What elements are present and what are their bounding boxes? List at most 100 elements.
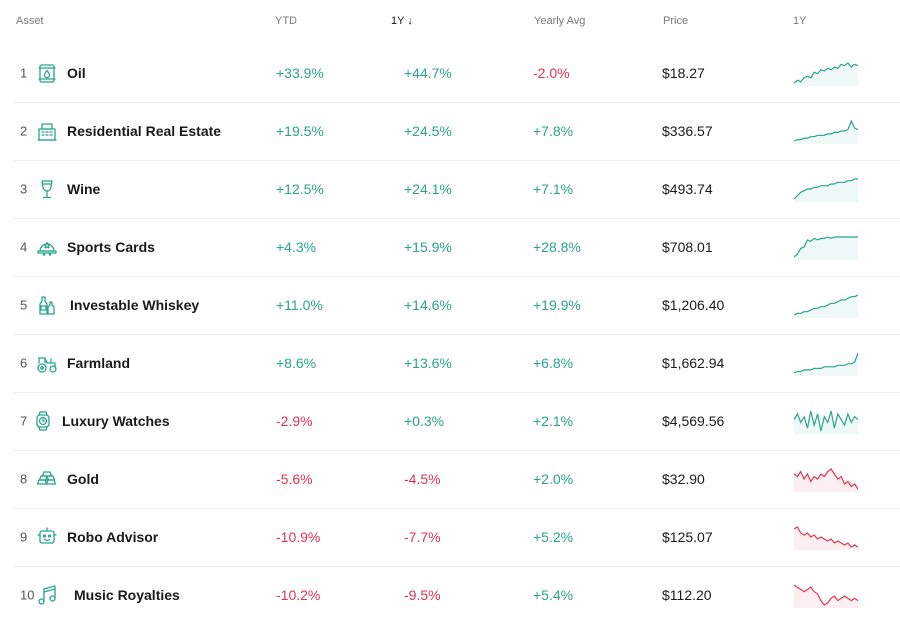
yearly-avg-change: +7.1% — [533, 181, 574, 197]
sparkline-line — [794, 468, 858, 490]
building-icon — [36, 120, 58, 142]
rank-number: 4 — [20, 239, 28, 255]
sparkline-1y — [794, 524, 858, 550]
yearly-avg-change: +5.2% — [533, 529, 574, 545]
one-year-change: +13.6% — [404, 355, 452, 371]
sparkline-1y — [794, 350, 858, 376]
sparkline-1y — [794, 466, 858, 492]
rank-number: 7 — [20, 413, 28, 429]
yearly-avg-change: +6.8% — [533, 355, 574, 371]
header-1y-sorted[interactable]: 1Y ↓ — [391, 15, 413, 27]
sparkline-line — [794, 119, 858, 142]
asset-price: $336.57 — [662, 123, 713, 139]
sparkline-1y — [794, 60, 858, 86]
asset-price: $125.07 — [662, 529, 713, 545]
sparkline-1y — [794, 118, 858, 144]
asset-name[interactable]: Luxury Watches — [62, 413, 170, 429]
asset-price: $4,569.56 — [662, 413, 725, 429]
asset-name[interactable]: Sports Cards — [67, 239, 155, 255]
rank-number: 3 — [20, 181, 28, 197]
yearly-avg-change: +5.4% — [533, 587, 574, 603]
rank-number: 6 — [20, 355, 28, 371]
sparkline-line — [794, 178, 858, 200]
table-row[interactable]: 9 Robo Advisor -10.9% -7.7% +5.2% $125.0… — [14, 508, 900, 567]
header-ytd[interactable]: YTD — [275, 15, 297, 27]
sparkline-1y — [794, 408, 858, 434]
table-row[interactable]: 10 Music Royalties -10.2% -9.5% +5.4% $1… — [14, 566, 900, 624]
yearly-avg-change: +28.8% — [533, 239, 581, 255]
sparkline-line — [794, 352, 858, 374]
oil-barrel-icon — [36, 62, 58, 84]
rank-number: 1 — [20, 65, 28, 81]
header-asset[interactable]: Asset — [16, 15, 44, 27]
asset-price: $493.74 — [662, 181, 713, 197]
ytd-change: -5.6% — [276, 471, 313, 487]
sparkline-line — [794, 410, 858, 432]
sort-down-arrow-icon: ↓ — [407, 15, 413, 27]
asset-name[interactable]: Wine — [67, 181, 101, 197]
yearly-avg-change: +2.0% — [533, 471, 574, 487]
ytd-change: +11.0% — [276, 297, 323, 313]
ytd-change: -10.2% — [276, 587, 321, 603]
table-row[interactable]: 4 Sports Cards +4.3% +15.9% +28.8% $708.… — [14, 218, 900, 277]
sparkline-1y — [794, 292, 858, 318]
asset-name[interactable]: Gold — [67, 471, 99, 487]
ytd-change: -2.9% — [276, 413, 313, 429]
sparkline-1y — [794, 234, 858, 260]
asset-price: $112.20 — [662, 587, 712, 603]
cap-icon — [36, 236, 58, 258]
sparkline-area — [794, 353, 858, 376]
ytd-change: -10.9% — [276, 529, 321, 545]
sparkline-area — [794, 527, 858, 550]
table-row[interactable]: 6 Farmland +8.6% +13.6% +6.8% $1,662.94 — [14, 334, 900, 393]
asset-name[interactable]: Oil — [67, 65, 86, 81]
asset-name[interactable]: Music Royalties — [74, 587, 180, 603]
sparkline-area — [794, 585, 858, 608]
sparkline-area — [794, 179, 858, 202]
sparkline-1y — [794, 582, 858, 608]
asset-price: $708.01 — [662, 239, 713, 255]
asset-name[interactable]: Robo Advisor — [67, 529, 159, 545]
ytd-change: +8.6% — [276, 355, 317, 371]
one-year-change: +15.9% — [404, 239, 452, 255]
robot-icon — [36, 526, 58, 548]
asset-name[interactable]: Residential Real Estate — [67, 123, 222, 139]
rank-number: 2 — [20, 123, 28, 139]
yearly-avg-change: +2.1% — [533, 413, 574, 429]
asset-name[interactable]: Farmland — [67, 355, 131, 371]
one-year-change: -9.5% — [404, 587, 441, 603]
table-row[interactable]: 3 Wine +12.5% +24.1% +7.1% $493.74 — [14, 160, 900, 219]
table-row[interactable]: 1 Oil +33.9% +44.7% -2.0% $18.27 — [14, 44, 900, 103]
ytd-change: +33.9% — [276, 65, 324, 81]
header-yearly-avg[interactable]: Yearly Avg — [534, 15, 586, 27]
table-row[interactable]: 2 Residential Real Estate +19.5% +24.5% … — [14, 102, 900, 161]
watch-icon — [32, 410, 54, 432]
one-year-change: +24.1% — [404, 181, 452, 197]
asset-price: $32.90 — [662, 471, 705, 487]
one-year-change: +24.5% — [404, 123, 452, 139]
tractor-icon — [36, 352, 58, 374]
yearly-avg-change: +7.8% — [533, 123, 574, 139]
sparkline-line — [794, 236, 858, 258]
asset-price: $18.27 — [662, 65, 705, 81]
ytd-change: +12.5% — [276, 181, 324, 197]
sparkline-line — [794, 526, 858, 548]
asset-name[interactable]: Investable Whiskey — [70, 297, 200, 313]
table-row[interactable]: 8 Gold -5.6% -4.5% +2.0% $32.90 — [14, 450, 900, 509]
rank-number: 5 — [20, 297, 28, 313]
table-row[interactable]: 7 Luxury Watches -2.9% +0.3% +2.1% $4,56… — [14, 392, 900, 451]
yearly-avg-change: -2.0% — [533, 65, 570, 81]
table-header: Asset YTD 1Y ↓ Yearly Avg Price 1Y — [0, 0, 900, 44]
asset-price: $1,206.40 — [662, 297, 725, 313]
sparkline-line — [794, 584, 858, 606]
rank-number: 10 — [20, 587, 35, 603]
header-price[interactable]: Price — [663, 15, 689, 27]
rank-number: 8 — [20, 471, 28, 487]
header-1y-label: 1Y — [391, 15, 405, 27]
yearly-avg-change: +19.9% — [533, 297, 581, 313]
asset-price: $1,662.94 — [662, 355, 725, 371]
ytd-change: +4.3% — [276, 239, 317, 255]
table-row[interactable]: 5 Investable Whiskey +11.0% +14.6% +19.9… — [14, 276, 900, 335]
ytd-change: +19.5% — [276, 123, 324, 139]
header-1y-chart: 1Y — [793, 15, 807, 27]
